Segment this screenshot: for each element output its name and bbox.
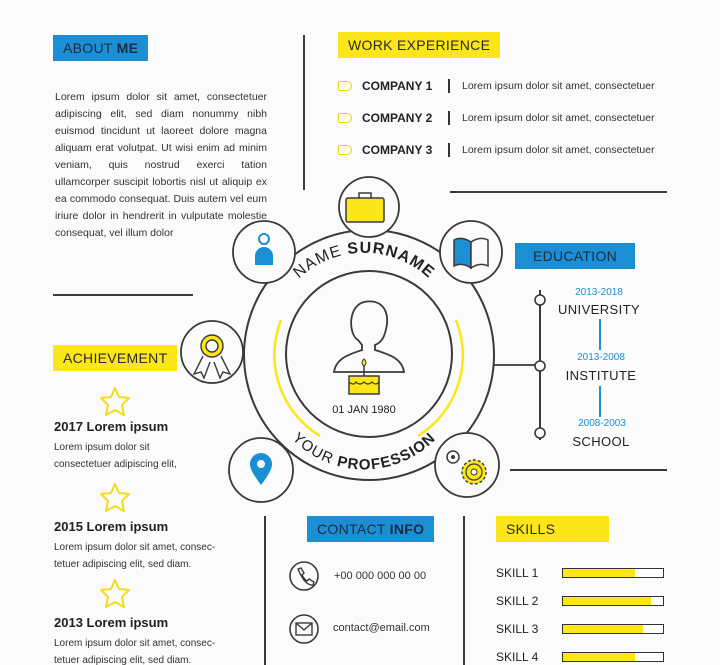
education-name: UNIVERSITY xyxy=(557,302,640,317)
skill-bar xyxy=(562,596,664,606)
education-years: 2008-2003 xyxy=(578,418,626,429)
education-heading: EDUCATION xyxy=(515,243,635,269)
achievement-desc: Lorem ipsum dolor sit consectetuer adipis… xyxy=(54,442,177,470)
company-flag-icon xyxy=(338,113,352,123)
birthday-cake-icon xyxy=(348,358,380,395)
about-me-heading: ABOUT ME xyxy=(53,35,149,61)
avatar-silhouette-icon xyxy=(332,300,406,373)
achievement-desc: Lorem ipsum dolor sit amet, consec-tetue… xyxy=(54,542,216,570)
education-timeline xyxy=(534,290,601,440)
education-name: SCHOOL xyxy=(572,434,630,449)
divider xyxy=(463,516,465,665)
achievement-heading: ACHIEVEMENT xyxy=(53,345,178,371)
location-pin-icon xyxy=(250,453,272,485)
skill-row: SKILL 4 xyxy=(496,650,664,664)
education-years: 2013-2008 xyxy=(577,352,625,363)
divider xyxy=(53,294,193,296)
divider xyxy=(303,35,305,190)
award-ribbon-icon xyxy=(192,334,232,380)
skill-row: SKILL 3 xyxy=(496,622,664,636)
work-experience-heading: WORK EXPERIENCE xyxy=(338,32,501,58)
person-icon xyxy=(255,233,273,265)
work-item-2: COMPANY 2 Lorem ipsum dolor sit amet, co… xyxy=(338,110,655,126)
phone-icon xyxy=(289,561,319,591)
education-years: 2013-2018 xyxy=(575,287,623,298)
divider xyxy=(450,191,667,193)
achievement-desc: Lorem ipsum dolor sit amet, consec-tetue… xyxy=(54,638,216,665)
skill-bar xyxy=(562,652,664,662)
contact-info-heading: CONTACT INFO xyxy=(307,516,435,542)
skill-bar xyxy=(562,568,664,578)
book-icon xyxy=(453,237,489,270)
achievement-title: 2013 Lorem ipsum xyxy=(54,615,169,630)
skill-row: SKILL 2 xyxy=(496,594,664,608)
email-icon xyxy=(289,614,319,644)
company-flag-icon xyxy=(338,81,352,91)
company-flag-icon xyxy=(338,145,352,155)
email-address[interactable]: contact@email.com xyxy=(333,622,430,634)
work-item-3: COMPANY 3 Lorem ipsum dolor sit amet, co… xyxy=(338,142,655,158)
birthdate-text: 01 JAN 1980 xyxy=(332,404,396,416)
star-icon xyxy=(100,483,130,512)
achievement-title: 2015 Lorem ipsum xyxy=(54,519,169,534)
about-me-text: Lorem ipsum dolor sit amet, consectetuer… xyxy=(55,91,267,239)
star-icon xyxy=(100,387,130,416)
skills-heading: SKILLS xyxy=(496,516,609,542)
divider xyxy=(510,469,667,471)
skill-row: SKILL 1 xyxy=(496,566,664,580)
divider xyxy=(264,516,266,665)
phone-number[interactable]: +00 000 000 00 00 xyxy=(334,570,427,582)
education-name: INSTITUTE xyxy=(565,368,637,383)
work-item-1: COMPANY 1 Lorem ipsum dolor sit amet, co… xyxy=(338,78,655,94)
gear-icon xyxy=(446,450,487,485)
achievement-title: 2017 Lorem ipsum xyxy=(54,419,169,434)
briefcase-icon xyxy=(345,192,385,223)
skill-bar xyxy=(562,624,664,634)
star-icon xyxy=(100,579,130,608)
